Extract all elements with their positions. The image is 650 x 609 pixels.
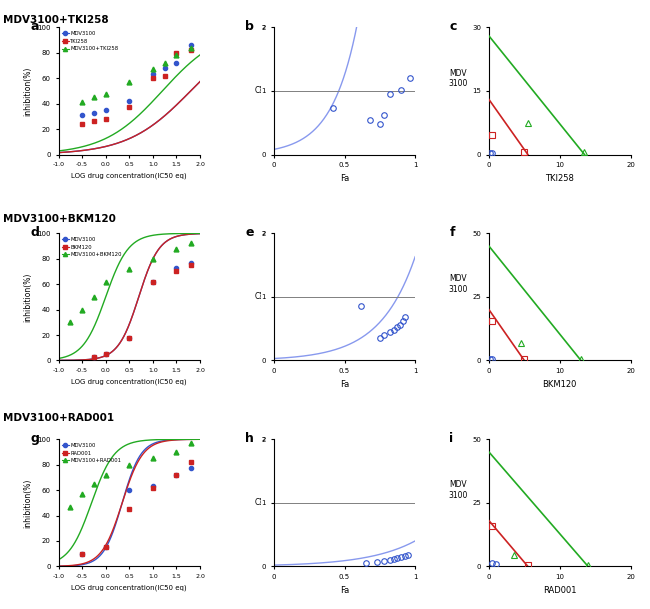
Text: d: d: [30, 226, 39, 239]
X-axis label: RAD001: RAD001: [543, 586, 577, 594]
Text: f: f: [449, 226, 455, 239]
Text: MDV3100+TKI258: MDV3100+TKI258: [3, 15, 109, 25]
Y-axis label: MDV
3100: MDV 3100: [448, 275, 467, 294]
Text: 1: 1: [259, 501, 263, 505]
Text: h: h: [246, 432, 254, 445]
X-axis label: LOG drug concentration(IC50 eq): LOG drug concentration(IC50 eq): [72, 585, 187, 591]
Legend: MDV3100, RAD001, MDV3100+RAD001: MDV3100, RAD001, MDV3100+RAD001: [61, 442, 122, 464]
Text: 1: 1: [259, 294, 263, 300]
Y-axis label: inhibition(%): inhibition(%): [23, 66, 32, 116]
X-axis label: TKI258: TKI258: [545, 174, 574, 183]
Y-axis label: inhibition(%): inhibition(%): [23, 478, 32, 527]
Legend: MDV3100, BKM120, MDV3100+BKM120: MDV3100, BKM120, MDV3100+BKM120: [61, 236, 123, 258]
Text: MDV3100+BKM120: MDV3100+BKM120: [3, 214, 116, 224]
Text: MDV3100+RAD001: MDV3100+RAD001: [3, 413, 114, 423]
Y-axis label: MDV
3100: MDV 3100: [448, 69, 467, 88]
Text: g: g: [30, 432, 39, 445]
X-axis label: BKM120: BKM120: [543, 379, 577, 389]
Text: c: c: [449, 19, 457, 33]
Legend: MDV3100, TKI258, MDV3100+TKI258: MDV3100, TKI258, MDV3100+TKI258: [61, 30, 120, 52]
X-axis label: LOG drug concentration(IC50 eq): LOG drug concentration(IC50 eq): [72, 173, 187, 179]
Y-axis label: MDV
3100: MDV 3100: [448, 481, 467, 500]
Text: 2: 2: [261, 25, 265, 30]
Text: 2: 2: [261, 437, 265, 442]
X-axis label: Fa: Fa: [340, 174, 349, 183]
Text: 1: 1: [259, 88, 263, 93]
Text: i: i: [449, 432, 454, 445]
Text: CI: CI: [255, 292, 263, 301]
X-axis label: LOG drug concentration(IC50 eq): LOG drug concentration(IC50 eq): [72, 379, 187, 385]
Text: b: b: [246, 19, 254, 33]
Y-axis label: inhibition(%): inhibition(%): [23, 272, 32, 322]
Text: e: e: [246, 226, 254, 239]
Text: CI: CI: [255, 498, 263, 507]
X-axis label: Fa: Fa: [340, 586, 349, 594]
Text: a: a: [30, 19, 39, 33]
Text: 2: 2: [261, 231, 265, 236]
Text: CI: CI: [255, 86, 263, 96]
X-axis label: Fa: Fa: [340, 379, 349, 389]
